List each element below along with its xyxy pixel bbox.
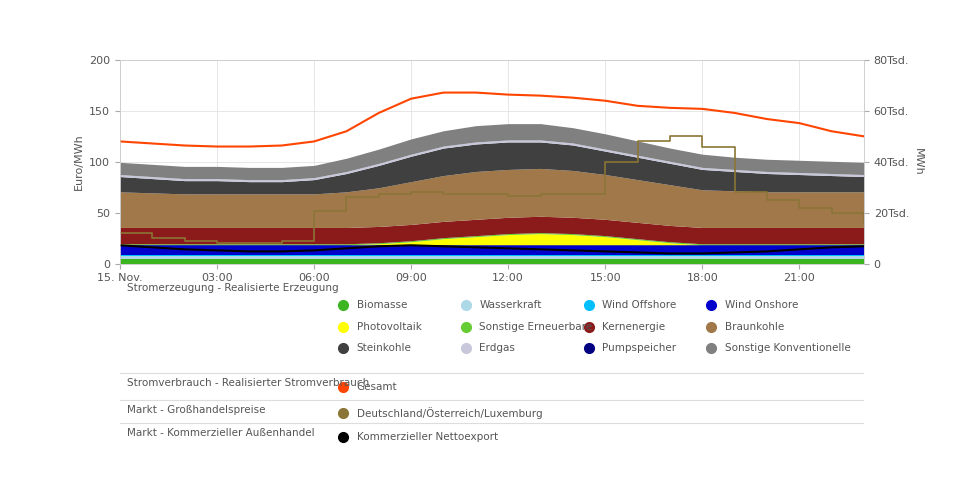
Text: Photovoltaik: Photovoltaik [356,322,421,332]
Text: Steinkohle: Steinkohle [356,344,412,353]
Y-axis label: MWh: MWh [913,148,924,176]
Y-axis label: Euro/MWh: Euro/MWh [74,134,84,190]
Text: Wasserkraft: Wasserkraft [479,300,541,310]
Text: Biomasse: Biomasse [356,300,407,310]
Text: Stromverbrauch - Realisierter Stromverbrauch: Stromverbrauch - Realisierter Stromverbr… [128,378,370,388]
Text: Wind Offshore: Wind Offshore [602,300,677,310]
Text: Gesamt: Gesamt [356,382,397,392]
Text: Pumpspeicher: Pumpspeicher [602,344,676,353]
Text: Wind Onshore: Wind Onshore [725,300,799,310]
Text: Erdgas: Erdgas [479,344,516,353]
Text: Markt - Großhandelspreise: Markt - Großhandelspreise [128,405,266,415]
Text: Kommerzieller Nettoexport: Kommerzieller Nettoexport [356,432,497,442]
Text: Braunkohle: Braunkohle [725,322,784,332]
Text: Kernenergie: Kernenergie [602,322,665,332]
Text: Deutschland/Österreich/Luxemburg: Deutschland/Österreich/Luxemburg [356,408,542,420]
Text: Sonstige Erneuerbare: Sonstige Erneuerbare [479,322,592,332]
Text: Markt - Kommerzieller Außenhandel: Markt - Kommerzieller Außenhandel [128,428,315,438]
Text: Stromerzeugung - Realisierte Erzeugung: Stromerzeugung - Realisierte Erzeugung [128,284,339,294]
Text: Sonstige Konventionelle: Sonstige Konventionelle [725,344,851,353]
